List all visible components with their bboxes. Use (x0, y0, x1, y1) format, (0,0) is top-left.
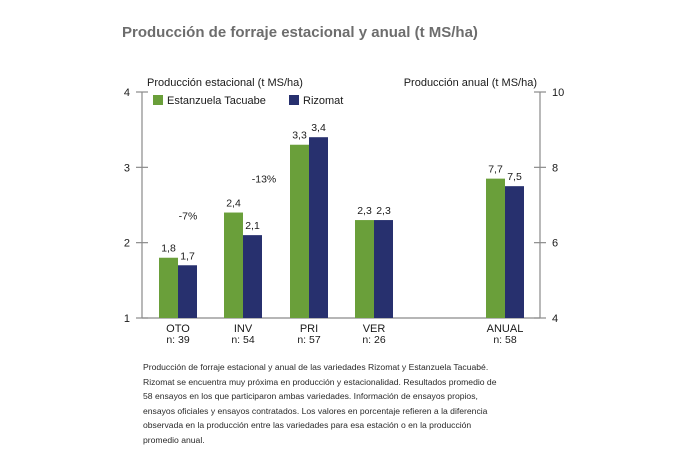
left-tick-label: 3 (124, 162, 130, 174)
right-tick-label: 4 (552, 313, 558, 325)
right-tick-label: 6 (552, 238, 558, 250)
caption-line: Producción de forraje estacional y anual… (143, 362, 489, 372)
left-tick-label: 2 (124, 238, 130, 250)
category-label: PRI (300, 323, 318, 335)
value-label-oto-rizomat: 1,7 (180, 250, 195, 262)
bar-pri-rizomat (309, 137, 328, 318)
left-axis-title: Producción estacional (t MS/ha) (147, 77, 303, 89)
difference-annotation: -13% (252, 174, 277, 186)
bar-oto-rizomat (178, 265, 197, 318)
sample-size-label: n: 58 (493, 334, 517, 346)
right-tick-label: 8 (552, 162, 558, 174)
figure-caption: Producción de forraje estacional y anual… (143, 360, 523, 448)
bar-ver-estanzuela (355, 220, 374, 318)
bar-ver-rizomat (374, 220, 393, 318)
bar-inv-estanzuela (224, 212, 243, 318)
difference-annotation: -7% (179, 211, 198, 223)
caption-line: observada en la producción entre las var… (143, 420, 472, 431)
category-label: INV (234, 323, 253, 335)
bar-inv-rizomat (243, 235, 262, 318)
sample-size-label: n: 54 (231, 334, 255, 346)
chart-bars (159, 137, 524, 318)
right-tick-label: 10 (552, 87, 564, 99)
bar-chart: 1 2 3 4 4 6 8 10 Producción estacional (t MS/ha)… (124, 77, 564, 346)
value-label-inv-rizomat: 2,1 (245, 220, 260, 232)
chart-title: Producción de forraje estacional y anual… (122, 24, 478, 41)
legend-label-rizomat: Rizomat (303, 95, 343, 107)
caption-line: 58 ensayos en los que participaron ambas… (143, 391, 478, 402)
value-label-ver-rizomat: 2,3 (376, 205, 391, 217)
category-label: VER (363, 323, 386, 335)
caption-line: Rizomat se encuentra muy próxima en prod… (143, 376, 497, 387)
left-tick-label: 1 (124, 313, 130, 325)
right-axis-title: Producción anual (t MS/ha) (404, 77, 537, 89)
category-label: ANUAL (487, 323, 524, 335)
value-label-anual-rizomat: 7,5 (507, 171, 522, 183)
caption-line: ensayos oficiales y ensayos contratados.… (143, 405, 488, 416)
legend-swatch-rizomat (289, 95, 299, 105)
left-tick-label: 4 (124, 87, 130, 99)
chart-legend: Estanzuela Tacuabe Rizomat (153, 95, 343, 107)
value-label-ver-estanzuela: 2,3 (357, 205, 372, 217)
chart-axes: 1 2 3 4 4 6 8 10 Producción estacional (t MS/ha)… (124, 77, 564, 325)
bar-oto-estanzuela (159, 257, 178, 318)
bar-anual-rizomat (505, 186, 524, 318)
value-label-anual-estanzuela: 7,7 (488, 164, 503, 176)
caption-line: promedio anual. (143, 434, 205, 445)
bar-anual-estanzuela (486, 178, 505, 318)
bar-pri-estanzuela (290, 144, 309, 318)
value-label-pri-estanzuela: 3,3 (292, 130, 307, 142)
sample-size-label: n: 26 (362, 334, 386, 346)
sample-size-label: n: 39 (166, 334, 190, 346)
value-label-oto-estanzuela: 1,8 (161, 243, 176, 255)
sample-size-label: n: 57 (297, 334, 321, 346)
legend-label-estanzuela: Estanzuela Tacuabe (167, 95, 266, 107)
legend-swatch-estanzuela (153, 95, 163, 105)
value-label-inv-estanzuela: 2,4 (226, 198, 241, 210)
category-label: OTO (166, 323, 190, 335)
value-label-pri-rizomat: 3,4 (311, 122, 326, 134)
